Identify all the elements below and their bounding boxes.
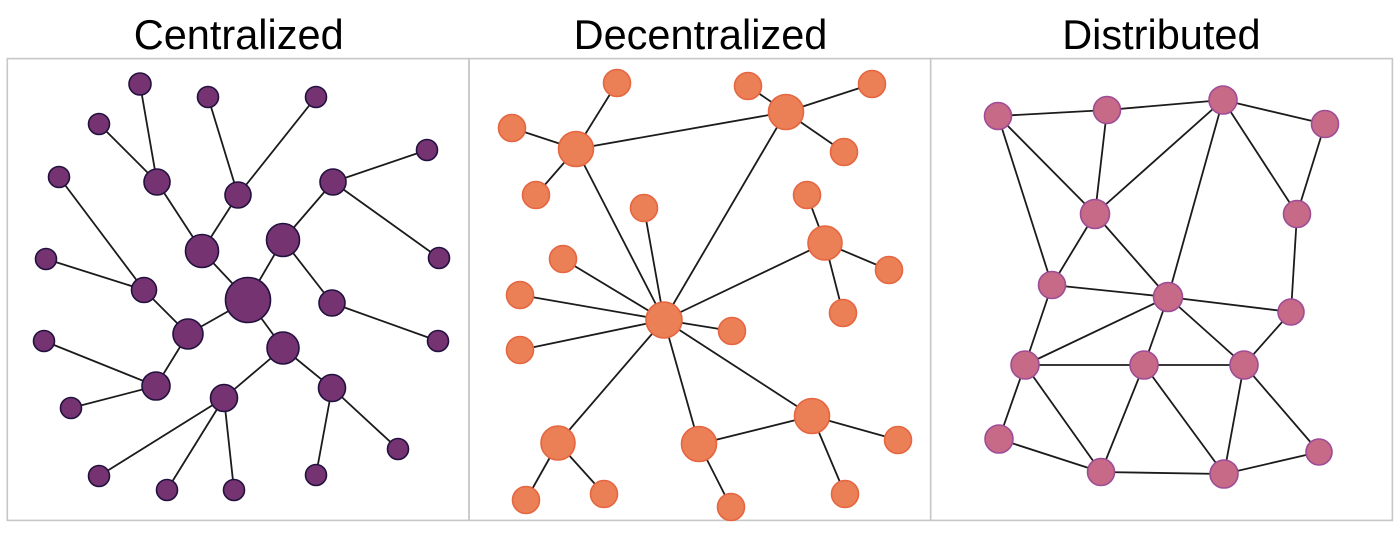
svg-text:Distributed: Distributed <box>1062 11 1260 58</box>
svg-text:Centralized: Centralized <box>134 11 344 58</box>
svg-text:Decentralized: Decentralized <box>574 11 828 58</box>
